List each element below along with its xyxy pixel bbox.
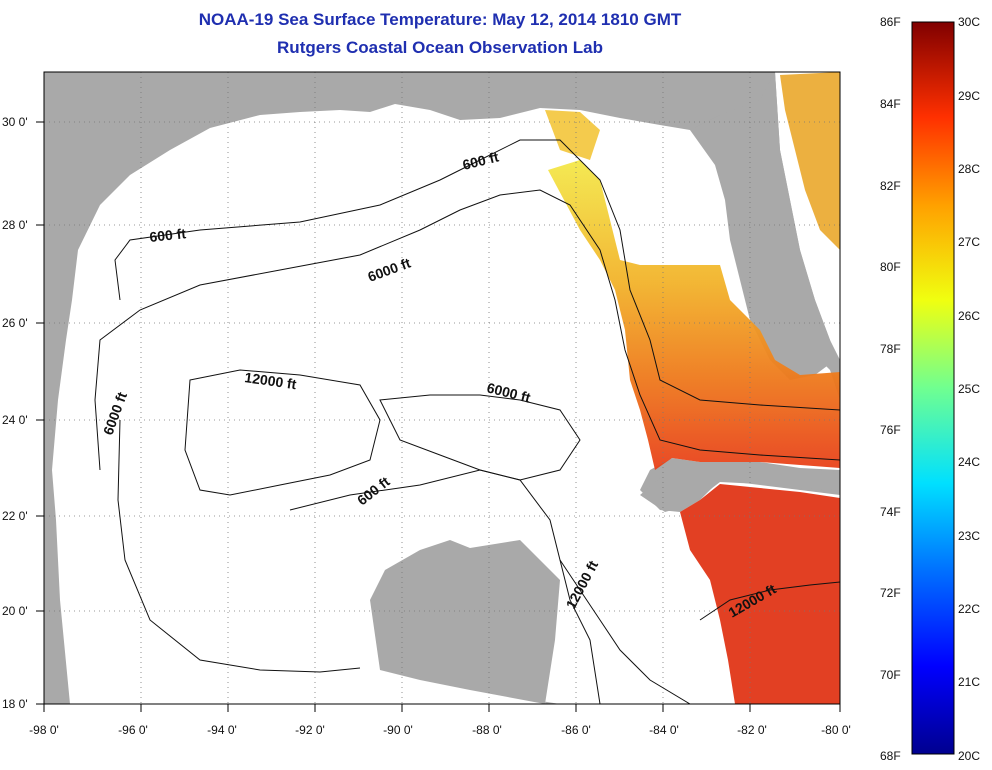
colorbar-c-label: 28C (958, 162, 980, 176)
contour-12000ft-cayman (699, 581, 840, 621)
cuba-island (640, 468, 840, 512)
colorbar-f-label: 86F (880, 15, 901, 29)
contour-600ft-campeche (289, 469, 601, 704)
x-tick-label: -80 0' (821, 723, 851, 737)
colorbar-c-label: 20C (958, 749, 980, 763)
colorbar-f-label: 78F (880, 342, 901, 356)
gulf-water (52, 104, 840, 704)
contour-6000ft-west (117, 419, 361, 673)
map-title: NOAA-19 Sea Surface Temperature: May 12,… (198, 10, 682, 29)
colorbar-f-label: 74F (880, 505, 901, 519)
x-tick-label: -90 0' (383, 723, 413, 737)
graticule (44, 72, 840, 704)
bathymetry-contours (94, 139, 840, 704)
tick-marks (36, 121, 841, 712)
sst-swath-atlantic (780, 72, 840, 250)
sst-swath-west-fl (545, 110, 600, 160)
colorbar-f-label: 84F (880, 97, 901, 111)
y-tick-label: 24 0' (2, 413, 28, 427)
map-subtitle: Rutgers Coastal Ocean Observation Lab (277, 38, 603, 57)
contour-label: 12000 ft (244, 369, 298, 392)
colorbar-c-label: 30C (958, 15, 980, 29)
contour-600ft-shelf (114, 139, 840, 411)
y-tick-label: 26 0' (2, 316, 28, 330)
contour-6000ft-outer (94, 189, 840, 471)
y-tick-label: 22 0' (2, 509, 28, 523)
colorbar-c-label: 29C (958, 89, 980, 103)
y-tick-label: 28 0' (2, 218, 28, 232)
contour-label: 600 ft (149, 225, 187, 245)
colorbar-c-labels: 30C 29C 28C 27C 26C 25C 24C 23C 22C 21C … (958, 15, 980, 763)
colorbar-c-label: 26C (958, 309, 980, 323)
x-tick-label: -88 0' (472, 723, 502, 737)
sst-swath-north (548, 160, 840, 470)
colorbar-c-label: 21C (958, 675, 980, 689)
x-tick-label: -96 0' (118, 723, 148, 737)
x-tick-label: -92 0' (295, 723, 325, 737)
colorbar-f-label: 82F (880, 179, 901, 193)
plot-frame (43, 71, 841, 705)
x-tick-label: -98 0' (29, 723, 59, 737)
x-tick-label: -82 0' (737, 723, 767, 737)
x-tick-label: -86 0' (561, 723, 591, 737)
y-tick-label: 20 0' (2, 604, 28, 618)
colorbar-c-label: 22C (958, 602, 980, 616)
florida-peninsula (690, 72, 835, 380)
contour-6000ft-inner (379, 394, 581, 481)
colorbar-f-label: 68F (880, 749, 901, 763)
colorbar-f-labels: 86F 84F 82F 80F 78F 76F 74F 72F 70F 68F (880, 15, 901, 763)
sst-swath-south (680, 484, 840, 704)
x-axis-labels: -98 0' -96 0' -94 0' -92 0' -90 0' -88 0… (29, 723, 851, 737)
y-axis-labels: 30 0' 28 0' 26 0' 24 0' 22 0' 20 0' 18 0… (2, 115, 28, 711)
colorbar-f-label: 72F (880, 586, 901, 600)
x-tick-label: -84 0' (649, 723, 679, 737)
colorbar-c-label: 24C (958, 455, 980, 469)
y-tick-label: 30 0' (2, 115, 28, 129)
contour-12000ft-yucatan (559, 559, 691, 704)
x-tick-label: -94 0' (207, 723, 237, 737)
colorbar-f-label: 70F (880, 668, 901, 682)
yucatan-land (370, 540, 560, 704)
colorbar-f-label: 76F (880, 423, 901, 437)
colorbar-c-label: 23C (958, 529, 980, 543)
colorbar (911, 21, 955, 755)
colorbar-c-label: 25C (958, 382, 980, 396)
y-tick-label: 18 0' (2, 697, 28, 711)
contour-12000ft-abyssal (184, 369, 381, 496)
colorbar-c-label: 27C (958, 235, 980, 249)
colorbar-f-label: 80F (880, 260, 901, 274)
